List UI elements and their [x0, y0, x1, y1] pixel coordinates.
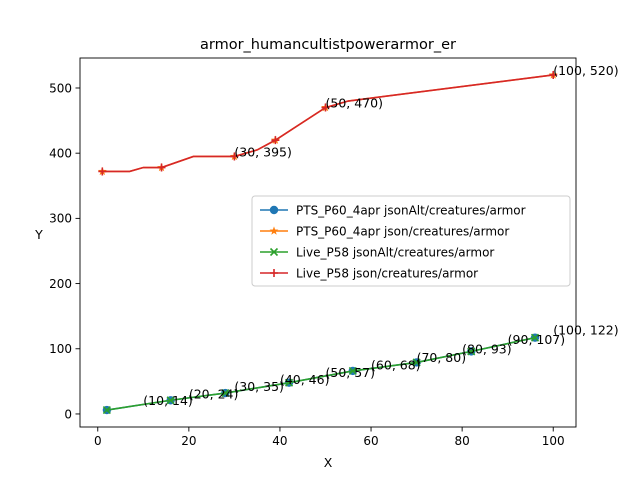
data-label: (30, 35)	[234, 379, 284, 394]
data-label: (10, 14)	[143, 393, 193, 408]
legend-label: PTS_P60_4apr jsonAlt/creatures/armor	[296, 204, 526, 218]
data-point	[284, 378, 294, 387]
data-point	[230, 152, 239, 161]
data-point	[157, 163, 166, 172]
legend-entry: Live_P58 jsonAlt/creatures/armor	[260, 246, 494, 260]
x-axis-label: X	[324, 455, 333, 470]
data-point	[102, 405, 111, 415]
legend-entry: PTS_P60_4apr jsonAlt/creatures/armor	[260, 204, 526, 218]
y-tick-label: 400	[49, 146, 72, 160]
x-tick-label: 100	[542, 434, 565, 448]
legend-box	[251, 195, 571, 287]
legend: PTS_P60_4apr jsonAlt/creatures/armor PTS_…	[251, 195, 571, 287]
legend-entry: Live_P58 json/creatures/armor	[260, 267, 478, 281]
data-point	[467, 347, 476, 356]
data-point	[348, 366, 357, 375]
y-tick-label: 0	[64, 407, 72, 421]
data-point	[321, 103, 330, 112]
legend-label: Live_P58 json/creatures/armor	[296, 267, 478, 281]
data-point	[412, 358, 421, 367]
x-tick-label: 20	[181, 434, 196, 448]
data-label: (100, 520)	[553, 63, 618, 78]
data-label: (80, 93)	[462, 341, 512, 356]
series-4	[98, 70, 558, 176]
x-tick-label: 40	[272, 434, 287, 448]
data-label: (100, 122)	[553, 322, 618, 337]
data-point	[271, 136, 280, 145]
axes-frame	[79, 57, 577, 428]
data-label: (90, 107)	[508, 332, 565, 347]
data-point	[221, 389, 230, 398]
legend-label: PTS_P60_4apr json/creatures/armor	[296, 225, 509, 239]
legend-entry: PTS_P60_4apr json/creatures/armor	[260, 225, 509, 239]
data-point	[530, 333, 540, 342]
series-line	[106, 336, 536, 411]
data-label: (50, 470)	[325, 96, 382, 111]
y-tick-label: 500	[49, 81, 72, 95]
legend-label: Live_P58 jsonAlt/creatures/armor	[296, 246, 494, 260]
data-label: (70, 80)	[417, 350, 467, 365]
series-3	[102, 333, 540, 415]
data-label: (60, 68)	[371, 358, 421, 373]
y-tick-label: 300	[49, 212, 72, 226]
plot-area: 0 20 40 60 80 100 0 100 200 300 400 500 (30, 395) (50…	[49, 57, 619, 448]
data-label: (30, 395)	[234, 144, 291, 159]
data-label: (40, 46)	[280, 372, 330, 387]
x-tick-label: 80	[454, 434, 469, 448]
y-tick-label: 100	[49, 342, 72, 356]
legend-marker	[269, 226, 279, 235]
data-label: (50, 57)	[325, 365, 375, 380]
data-point	[549, 70, 558, 79]
y-axis-label: Y	[34, 227, 43, 242]
legend-marker	[269, 247, 279, 257]
legend-marker	[270, 269, 278, 277]
y-tick-label: 200	[49, 277, 72, 291]
data-point	[166, 396, 175, 405]
x-tick-label: 0	[94, 434, 102, 448]
chart-title: armor_humancultistpowerarmor_er	[200, 37, 456, 53]
annotations: (30, 395) (50, 470) (100, 520) (10, 14)(20,…	[143, 63, 618, 408]
data-point	[98, 167, 107, 176]
data-label: (20, 24)	[189, 386, 239, 401]
legend-marker	[269, 205, 279, 215]
x-tick-label: 60	[363, 434, 378, 448]
